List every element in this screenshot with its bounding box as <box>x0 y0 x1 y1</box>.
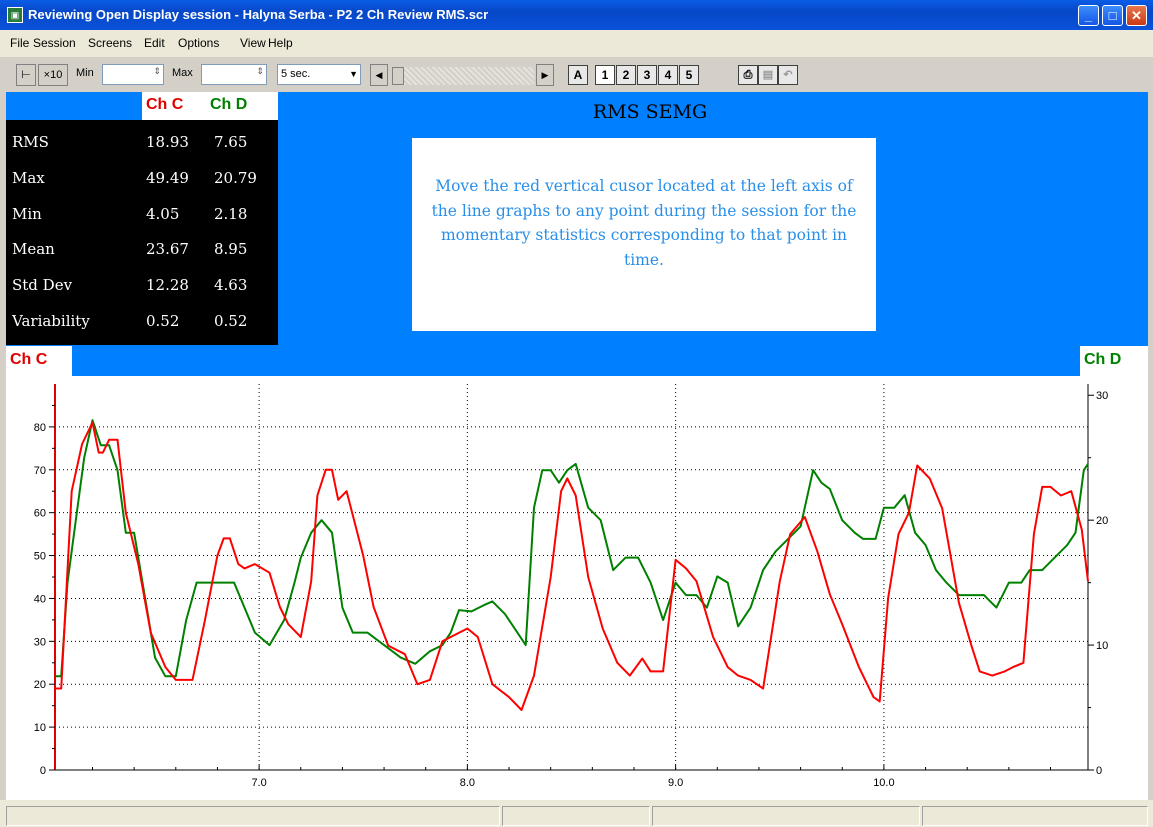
stats-value-c: 4.05 <box>146 205 180 223</box>
instructions-box: Move the red vertical cusor located at t… <box>412 138 876 331</box>
channel-d-label: Ch D <box>1080 346 1148 376</box>
channel-c-label: Ch C <box>6 346 72 376</box>
status-panel <box>922 806 1148 826</box>
max-spinner-icon[interactable]: ⇕ <box>256 66 264 76</box>
screen-3-button[interactable]: 3 <box>637 65 657 85</box>
y-left-tick-label: 10 <box>34 722 46 734</box>
stats-value-d: 0.52 <box>214 312 248 330</box>
stats-label: Mean <box>12 240 55 258</box>
menu-file[interactable]: File <box>10 36 30 50</box>
stats-table: RMS 18.93 7.65 Max 49.49 20.79 Min 4.05 … <box>6 120 278 345</box>
stats-header: Ch C Ch D <box>142 92 278 120</box>
stats-row: Std Dev 12.28 4.63 <box>6 269 278 301</box>
stats-row: Mean 23.67 8.95 <box>6 233 278 265</box>
max-label: Max <box>172 67 193 79</box>
screen-title: RMS SEMG <box>592 101 708 123</box>
toolbar: ⊢ ×10 Min ⇕ Max ⇕ 5 sec. ▼ ◀ ▶ A 1 2 3 4… <box>0 57 1153 91</box>
stats-value-d: 2.18 <box>214 205 248 223</box>
stats-value-c: 23.67 <box>146 240 189 258</box>
stats-row: Min 4.05 2.18 <box>6 198 278 230</box>
screen-2-button[interactable]: 2 <box>616 65 636 85</box>
min-spinner-icon[interactable]: ⇕ <box>153 66 161 76</box>
status-panel <box>6 806 500 826</box>
close-button[interactable]: ✕ <box>1126 5 1147 26</box>
window-title: Reviewing Open Display session - Halyna … <box>28 7 489 22</box>
stats-value-c: 0.52 <box>146 312 180 330</box>
min-label: Min <box>76 67 94 79</box>
menu-help[interactable]: Help <box>268 36 293 50</box>
menu-screens[interactable]: Screens <box>88 36 133 50</box>
stats-label: Variability <box>12 312 90 330</box>
stats-label: RMS <box>12 133 49 151</box>
cursor-tool-button[interactable]: ⊢ <box>16 64 36 86</box>
x-tick-label: 7.0 <box>251 777 266 789</box>
stats-label: Max <box>12 169 45 187</box>
document-icon[interactable]: ▤ <box>758 65 778 85</box>
max-input[interactable]: ⇕ <box>201 64 267 85</box>
y-right-tick-label: 0 <box>1096 765 1102 777</box>
stats-value-c: 12.28 <box>146 276 189 294</box>
stats-row: Variability 0.52 0.52 <box>6 305 278 337</box>
series-line-ch-c <box>55 421 1089 711</box>
min-input[interactable]: ⇕ <box>102 64 164 85</box>
stats-header-ch-d: Ch D <box>210 96 248 113</box>
y-left-tick-label: 40 <box>34 593 46 605</box>
stats-value-d: 7.65 <box>214 133 248 151</box>
rms-line-chart[interactable]: 0 10 20 30 40 50 60 70 80 0 10 20 30 7.0 8.0 9.0 10.0 <box>6 376 1148 800</box>
status-bar <box>0 800 1153 827</box>
status-panel <box>652 806 920 826</box>
scroll-left-button[interactable]: ◀ <box>370 64 388 86</box>
timescale-select[interactable]: 5 sec. ▼ <box>277 64 361 85</box>
auto-button[interactable]: A <box>568 65 588 85</box>
y-left-tick-label: 30 <box>34 636 46 648</box>
x-tick-label: 10.0 <box>873 777 894 789</box>
stats-header-ch-c: Ch C <box>146 96 184 113</box>
x10-button[interactable]: ×10 <box>38 64 68 86</box>
x-tick-label: 8.0 <box>460 777 475 789</box>
menu-edit[interactable]: Edit <box>144 36 165 50</box>
y-left-tick-label: 70 <box>34 465 46 477</box>
y-right-tick-label: 20 <box>1096 515 1108 527</box>
y-left-tick-label: 80 <box>34 422 46 434</box>
series-line-ch-d <box>55 419 1089 678</box>
chart-svg: 0 10 20 30 40 50 60 70 80 0 10 20 30 7.0 8.0 9.0 10.0 <box>34 384 1108 789</box>
scroll-track[interactable] <box>404 67 534 85</box>
timescale-value: 5 sec. <box>281 68 311 80</box>
menu-view[interactable]: View <box>240 36 266 50</box>
menu-options[interactable]: Options <box>178 36 220 50</box>
menu-session[interactable]: Session <box>33 36 76 50</box>
screen-5-button[interactable]: 5 <box>679 65 699 85</box>
title-bar: ▣ Reviewing Open Display session - Halyn… <box>0 0 1153 30</box>
stats-label: Std Dev <box>12 276 73 294</box>
chevron-down-icon[interactable]: ▼ <box>349 69 358 79</box>
y-left-tick-label: 0 <box>40 765 46 777</box>
scroll-right-button[interactable]: ▶ <box>536 64 554 86</box>
stats-value-c: 18.93 <box>146 133 189 151</box>
y-left-tick-label: 20 <box>34 679 46 691</box>
status-panel <box>502 806 650 826</box>
app-icon: ▣ <box>7 7 23 23</box>
screen-4-button[interactable]: 4 <box>658 65 678 85</box>
y-left-tick-label: 50 <box>34 551 46 563</box>
stats-row: RMS 18.93 7.65 <box>6 126 278 158</box>
screen-1-button[interactable]: 1 <box>595 65 615 85</box>
print-icon[interactable]: ⎙ <box>738 65 758 85</box>
y-right-tick-label: 30 <box>1096 390 1108 402</box>
stats-label: Min <box>12 205 42 223</box>
y-right-tick-label: 10 <box>1096 640 1108 652</box>
undo-icon[interactable]: ↶ <box>778 65 798 85</box>
stats-value-d: 8.95 <box>214 240 248 258</box>
stats-value-d: 20.79 <box>214 169 257 187</box>
minimize-button[interactable]: _ <box>1078 5 1099 26</box>
x-tick-label: 9.0 <box>668 777 683 789</box>
menu-bar: File Session Screens Edit Options View H… <box>0 30 1153 57</box>
maximize-button[interactable]: □ <box>1102 5 1123 26</box>
scroll-thumb[interactable] <box>392 67 404 85</box>
stats-value-c: 49.49 <box>146 169 189 187</box>
stats-row: Max 49.49 20.79 <box>6 162 278 194</box>
y-left-tick-label: 60 <box>34 508 46 520</box>
stats-value-d: 4.63 <box>214 276 248 294</box>
